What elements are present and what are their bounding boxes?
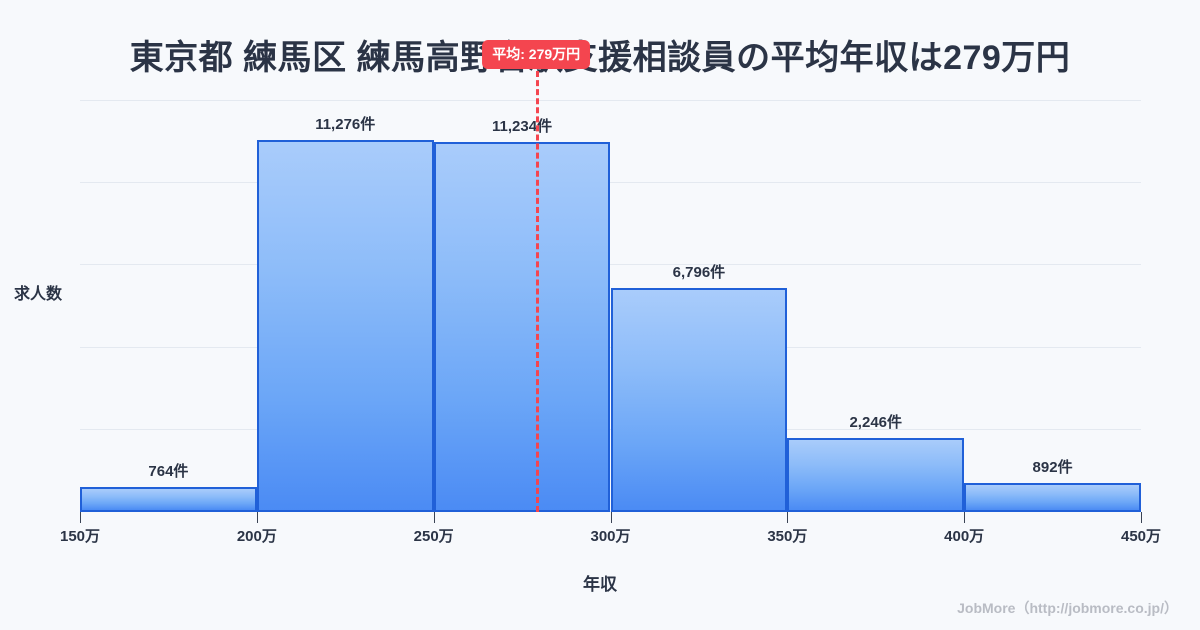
bar-300万-350万 bbox=[610, 288, 788, 512]
average-line bbox=[536, 62, 540, 512]
bar-value-label: 11,276件 bbox=[315, 116, 376, 134]
gridline bbox=[80, 264, 1141, 265]
gridline bbox=[80, 182, 1141, 183]
x-axis-tick-label: 450万 bbox=[1120, 528, 1162, 545]
x-axis-tick bbox=[1141, 512, 1142, 523]
bar-value-label: 6,796件 bbox=[672, 264, 726, 282]
bars-layer: 764件 11,276件 11,234件 6,796件 2,246件 892件 bbox=[80, 100, 1141, 512]
x-axis-tick bbox=[787, 512, 789, 523]
x-axis-tick bbox=[433, 512, 435, 523]
x-axis-title: 年収 bbox=[583, 575, 617, 594]
x-axis-tick bbox=[610, 512, 612, 523]
x-axis-tick-label: 350万 bbox=[767, 528, 808, 545]
bar-value-label: 764件 bbox=[148, 462, 189, 480]
bar-value-label: 2,246件 bbox=[849, 413, 903, 431]
bar-200万-250万 bbox=[256, 140, 434, 512]
x-axis-tick-label: 400万 bbox=[944, 528, 985, 545]
bar-400万-450万 bbox=[964, 482, 1141, 512]
x-axis-tick-label: 250万 bbox=[413, 528, 454, 545]
y-axis-title: 求人数 bbox=[14, 286, 63, 303]
bar-value-label: 892件 bbox=[1032, 458, 1073, 476]
plot-area: 764件 11,276件 11,234件 6,796件 2,246件 892件 平均: 2… bbox=[80, 40, 1141, 512]
gridline bbox=[80, 100, 1141, 101]
bar-150万-200万 bbox=[80, 486, 257, 512]
x-axis-tick-label: 200万 bbox=[236, 528, 277, 545]
page-title: 東京都 練馬区 練馬高野台駅支援相談員の平均年収は279万円 bbox=[129, 39, 1071, 77]
footer-credit: JobMore（http://jobmore.co.jp/） bbox=[957, 600, 1178, 616]
bar-350万-400万 bbox=[787, 437, 965, 512]
average-badge: 平均: 279万円 bbox=[482, 40, 591, 69]
x-axis-tick-label: 300万 bbox=[590, 528, 631, 545]
x-axis-tick bbox=[80, 512, 81, 523]
x-axis: 150万 200万 250万 300万 350万 400万 450万 bbox=[60, 512, 1161, 552]
x-axis-tick bbox=[256, 512, 258, 523]
bar-value-label: 11,234件 bbox=[492, 117, 553, 135]
x-axis-tick bbox=[964, 512, 966, 523]
x-axis-tick-label: 150万 bbox=[59, 528, 101, 545]
bar-250万-300万 bbox=[433, 141, 611, 512]
